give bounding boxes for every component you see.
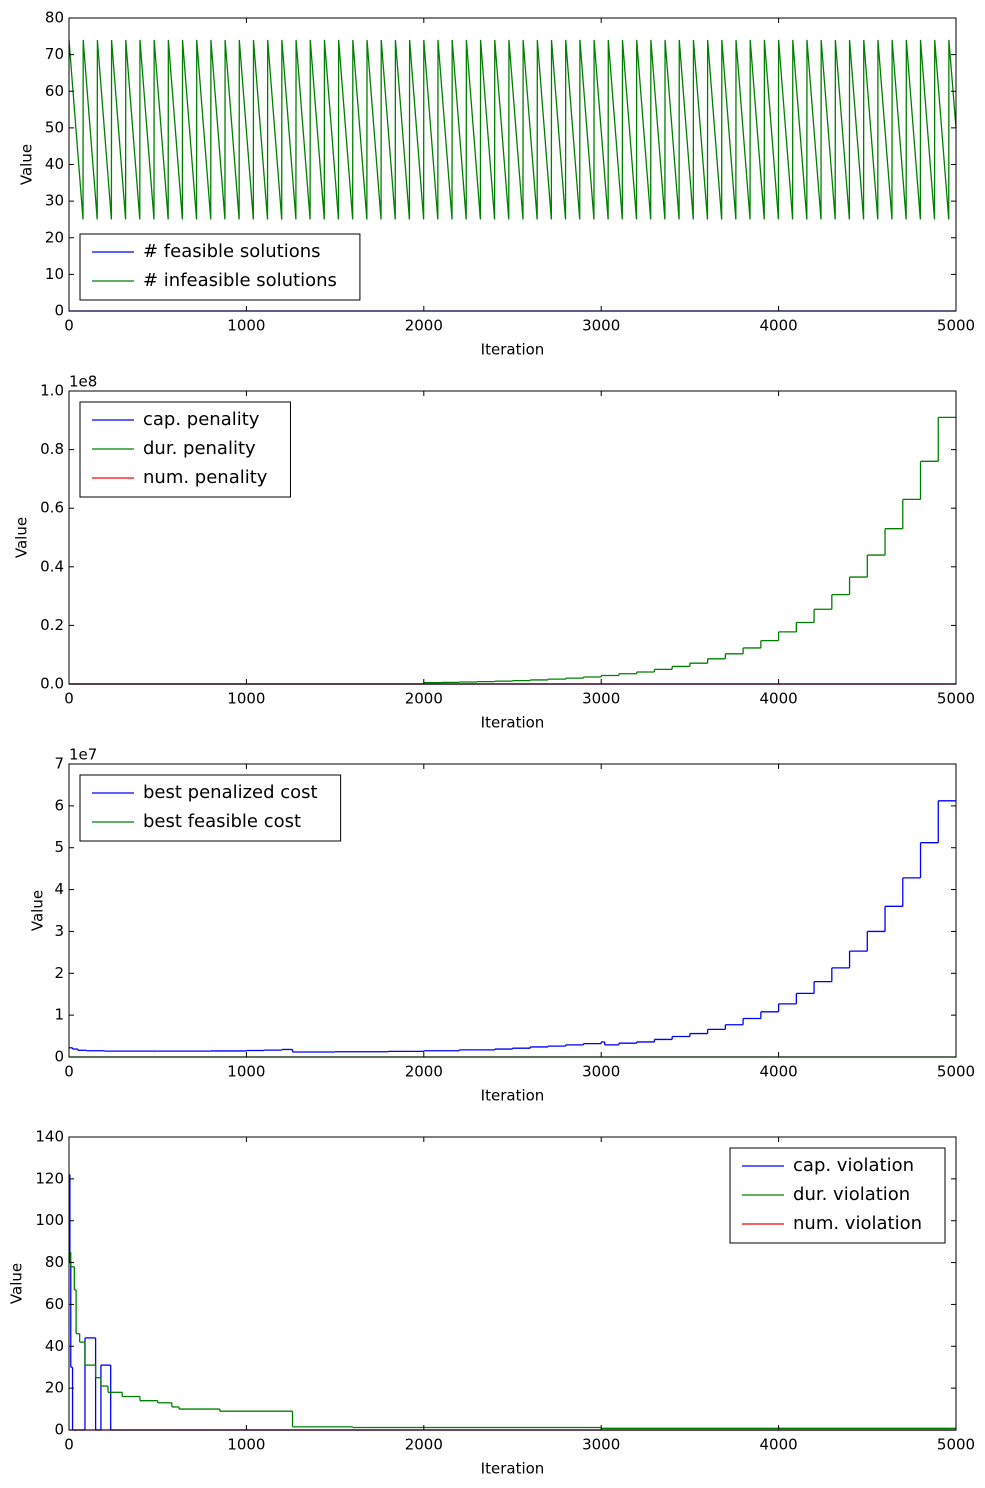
x-axis-label: Iteration — [481, 1087, 545, 1105]
y-tick-label: 60 — [45, 1295, 64, 1313]
legend: cap. penality dur. penality num. penality — [79, 401, 291, 498]
x-tick-label: 4000 — [760, 1063, 798, 1081]
legend-label: dur. violation — [793, 1184, 910, 1205]
y-tick-label: 0.6 — [40, 499, 64, 517]
legend: best penalized cost best feasible cost — [79, 774, 342, 842]
y-tick-label: 0 — [54, 302, 64, 320]
y-tick-label: 120 — [35, 1169, 64, 1187]
x-tick-label: 5000 — [937, 690, 975, 708]
y-tick-label: 0.0 — [40, 675, 64, 693]
x-tick-label: 0 — [64, 317, 74, 335]
y-tick-label: 1 — [54, 1006, 64, 1024]
x-axis-label: Iteration — [481, 714, 545, 732]
legend-label: cap. penality — [143, 409, 260, 430]
x-tick-label: 1000 — [227, 317, 265, 335]
axes-frame — [68, 763, 957, 1058]
axes-frame — [68, 390, 957, 685]
y-tick-label: 60 — [45, 82, 64, 100]
y-tick-label: 2 — [54, 964, 64, 982]
y-tick-label: 7 — [54, 755, 64, 773]
y-tick-label: 1.0 — [40, 382, 64, 400]
x-tick-label: 1000 — [227, 1436, 265, 1454]
x-tick-label: 2000 — [405, 1436, 443, 1454]
legend-box — [79, 233, 361, 301]
x-tick-label: 2000 — [405, 317, 443, 335]
y-axis-label: Value — [18, 144, 36, 185]
legend-label: # feasible solutions — [143, 241, 321, 262]
y-tick-label: 100 — [35, 1211, 64, 1229]
x-tick-label: 4000 — [760, 690, 798, 708]
y-tick-label: 80 — [45, 9, 64, 27]
x-tick-label: 3000 — [582, 690, 620, 708]
legend: cap. violation dur. violation num. violati… — [729, 1147, 946, 1244]
subplot: 0 1000 2000 3000 4000 5000 0 10 20 30 40 50 60 70 80 It… — [18, 9, 976, 359]
legend-label: best feasible cost — [143, 811, 301, 832]
x-tick-label: 3000 — [582, 1436, 620, 1454]
y-tick-label: 140 — [35, 1128, 64, 1146]
y-tick-label: 40 — [45, 155, 64, 173]
y-tick-label: 30 — [45, 192, 64, 210]
x-tick-label: 1000 — [227, 690, 265, 708]
y-tick-label: 0.2 — [40, 616, 64, 634]
x-tick-label: 5000 — [937, 1436, 975, 1454]
y-tick-label: 4 — [54, 880, 64, 898]
x-tick-label: 5000 — [937, 1063, 975, 1081]
y-tick-label: 20 — [45, 1379, 64, 1397]
y-tick-label: 5 — [54, 838, 64, 856]
legend: # feasible solutions # infeasible solutio… — [79, 233, 361, 301]
y-tick-label: 10 — [45, 265, 64, 283]
x-tick-label: 4000 — [760, 317, 798, 335]
x-tick-label: 1000 — [227, 1063, 265, 1081]
subplot: 0 1000 2000 3000 4000 5000 0 1 2 3 4 5 6 7 1e7 Iteratio… — [29, 746, 976, 1105]
offset-label: 1e8 — [69, 373, 97, 391]
x-tick-label: 2000 — [405, 1063, 443, 1081]
y-tick-label: 3 — [54, 922, 64, 940]
y-tick-label: 0 — [54, 1048, 64, 1066]
x-tick-label: 4000 — [760, 1436, 798, 1454]
axes-frame — [68, 1136, 957, 1431]
x-tick-label: 5000 — [937, 317, 975, 335]
y-tick-label: 50 — [45, 118, 64, 136]
y-tick-label: 40 — [45, 1337, 64, 1355]
x-tick-label: 0 — [64, 1063, 74, 1081]
y-tick-label: 70 — [45, 45, 64, 63]
legend-label: # infeasible solutions — [143, 270, 337, 291]
x-axis-label: Iteration — [481, 341, 545, 359]
y-tick-label: 6 — [54, 796, 64, 814]
series-line — [68, 39, 957, 220]
y-tick-label: 0 — [54, 1421, 64, 1439]
y-tick-label: 80 — [45, 1253, 64, 1271]
y-axis-label: Value — [13, 517, 31, 558]
x-tick-label: 2000 — [405, 690, 443, 708]
y-axis-label: Value — [8, 1263, 26, 1304]
x-tick-label: 3000 — [582, 1063, 620, 1081]
legend-label: dur. penality — [143, 438, 256, 459]
legend-label: num. violation — [793, 1213, 922, 1234]
legend-box — [79, 774, 342, 842]
x-tick-label: 0 — [64, 1436, 74, 1454]
y-axis-label: Value — [29, 890, 47, 931]
subplot: 0 1000 2000 3000 4000 5000 0.0 0.2 0.4 0.6 0.8 1.0 1… — [13, 373, 976, 732]
x-axis-label: Iteration — [481, 1460, 545, 1478]
offset-label: 1e7 — [69, 746, 97, 764]
y-tick-label: 0.4 — [40, 557, 64, 575]
legend-label: best penalized cost — [143, 782, 318, 803]
x-tick-label: 0 — [64, 690, 74, 708]
x-tick-label: 3000 — [582, 317, 620, 335]
legend-box — [729, 1147, 946, 1244]
y-tick-label: 20 — [45, 228, 64, 246]
subplot: 0 1000 2000 3000 4000 5000 0 20 40 60 80 100 120 140 I… — [8, 1128, 976, 1478]
legend-label: num. penality — [143, 467, 268, 488]
legend-label: cap. violation — [793, 1155, 914, 1176]
y-tick-label: 0.8 — [40, 440, 64, 458]
